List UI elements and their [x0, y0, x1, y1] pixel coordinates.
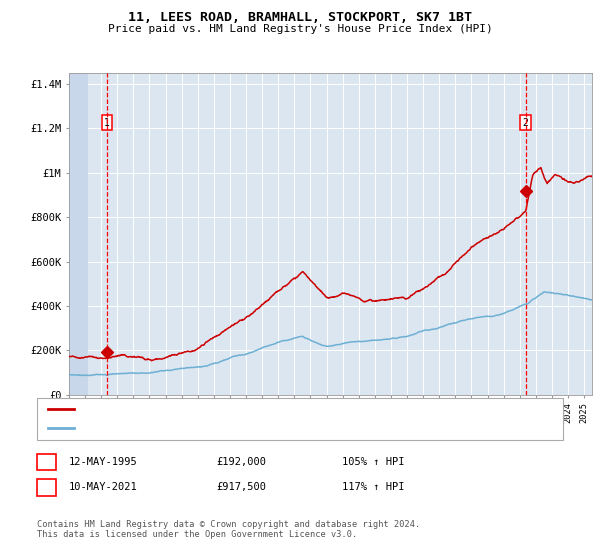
Text: Price paid vs. HM Land Registry's House Price Index (HPI): Price paid vs. HM Land Registry's House …: [107, 24, 493, 34]
Text: 105% ↑ HPI: 105% ↑ HPI: [342, 457, 404, 467]
Text: 2: 2: [523, 118, 529, 128]
Text: 1: 1: [104, 118, 110, 128]
Text: 1: 1: [44, 457, 50, 467]
Bar: [69, 73, 88, 395]
Text: Contains HM Land Registry data © Crown copyright and database right 2024.
This d: Contains HM Land Registry data © Crown c…: [37, 520, 421, 539]
Text: 11, LEES ROAD, BRAMHALL, STOCKPORT, SK7 1BT: 11, LEES ROAD, BRAMHALL, STOCKPORT, SK7 …: [128, 11, 472, 24]
Text: 10-MAY-2021: 10-MAY-2021: [69, 482, 138, 492]
Text: HPI: Average price, detached house, Stockport: HPI: Average price, detached house, Stoc…: [80, 423, 350, 433]
Text: £192,000: £192,000: [216, 457, 266, 467]
Text: 11, LEES ROAD, BRAMHALL, STOCKPORT, SK7 1BT (detached house): 11, LEES ROAD, BRAMHALL, STOCKPORT, SK7 …: [80, 404, 440, 414]
Text: 117% ↑ HPI: 117% ↑ HPI: [342, 482, 404, 492]
Text: £917,500: £917,500: [216, 482, 266, 492]
Text: 12-MAY-1995: 12-MAY-1995: [69, 457, 138, 467]
Text: 2: 2: [44, 482, 50, 492]
